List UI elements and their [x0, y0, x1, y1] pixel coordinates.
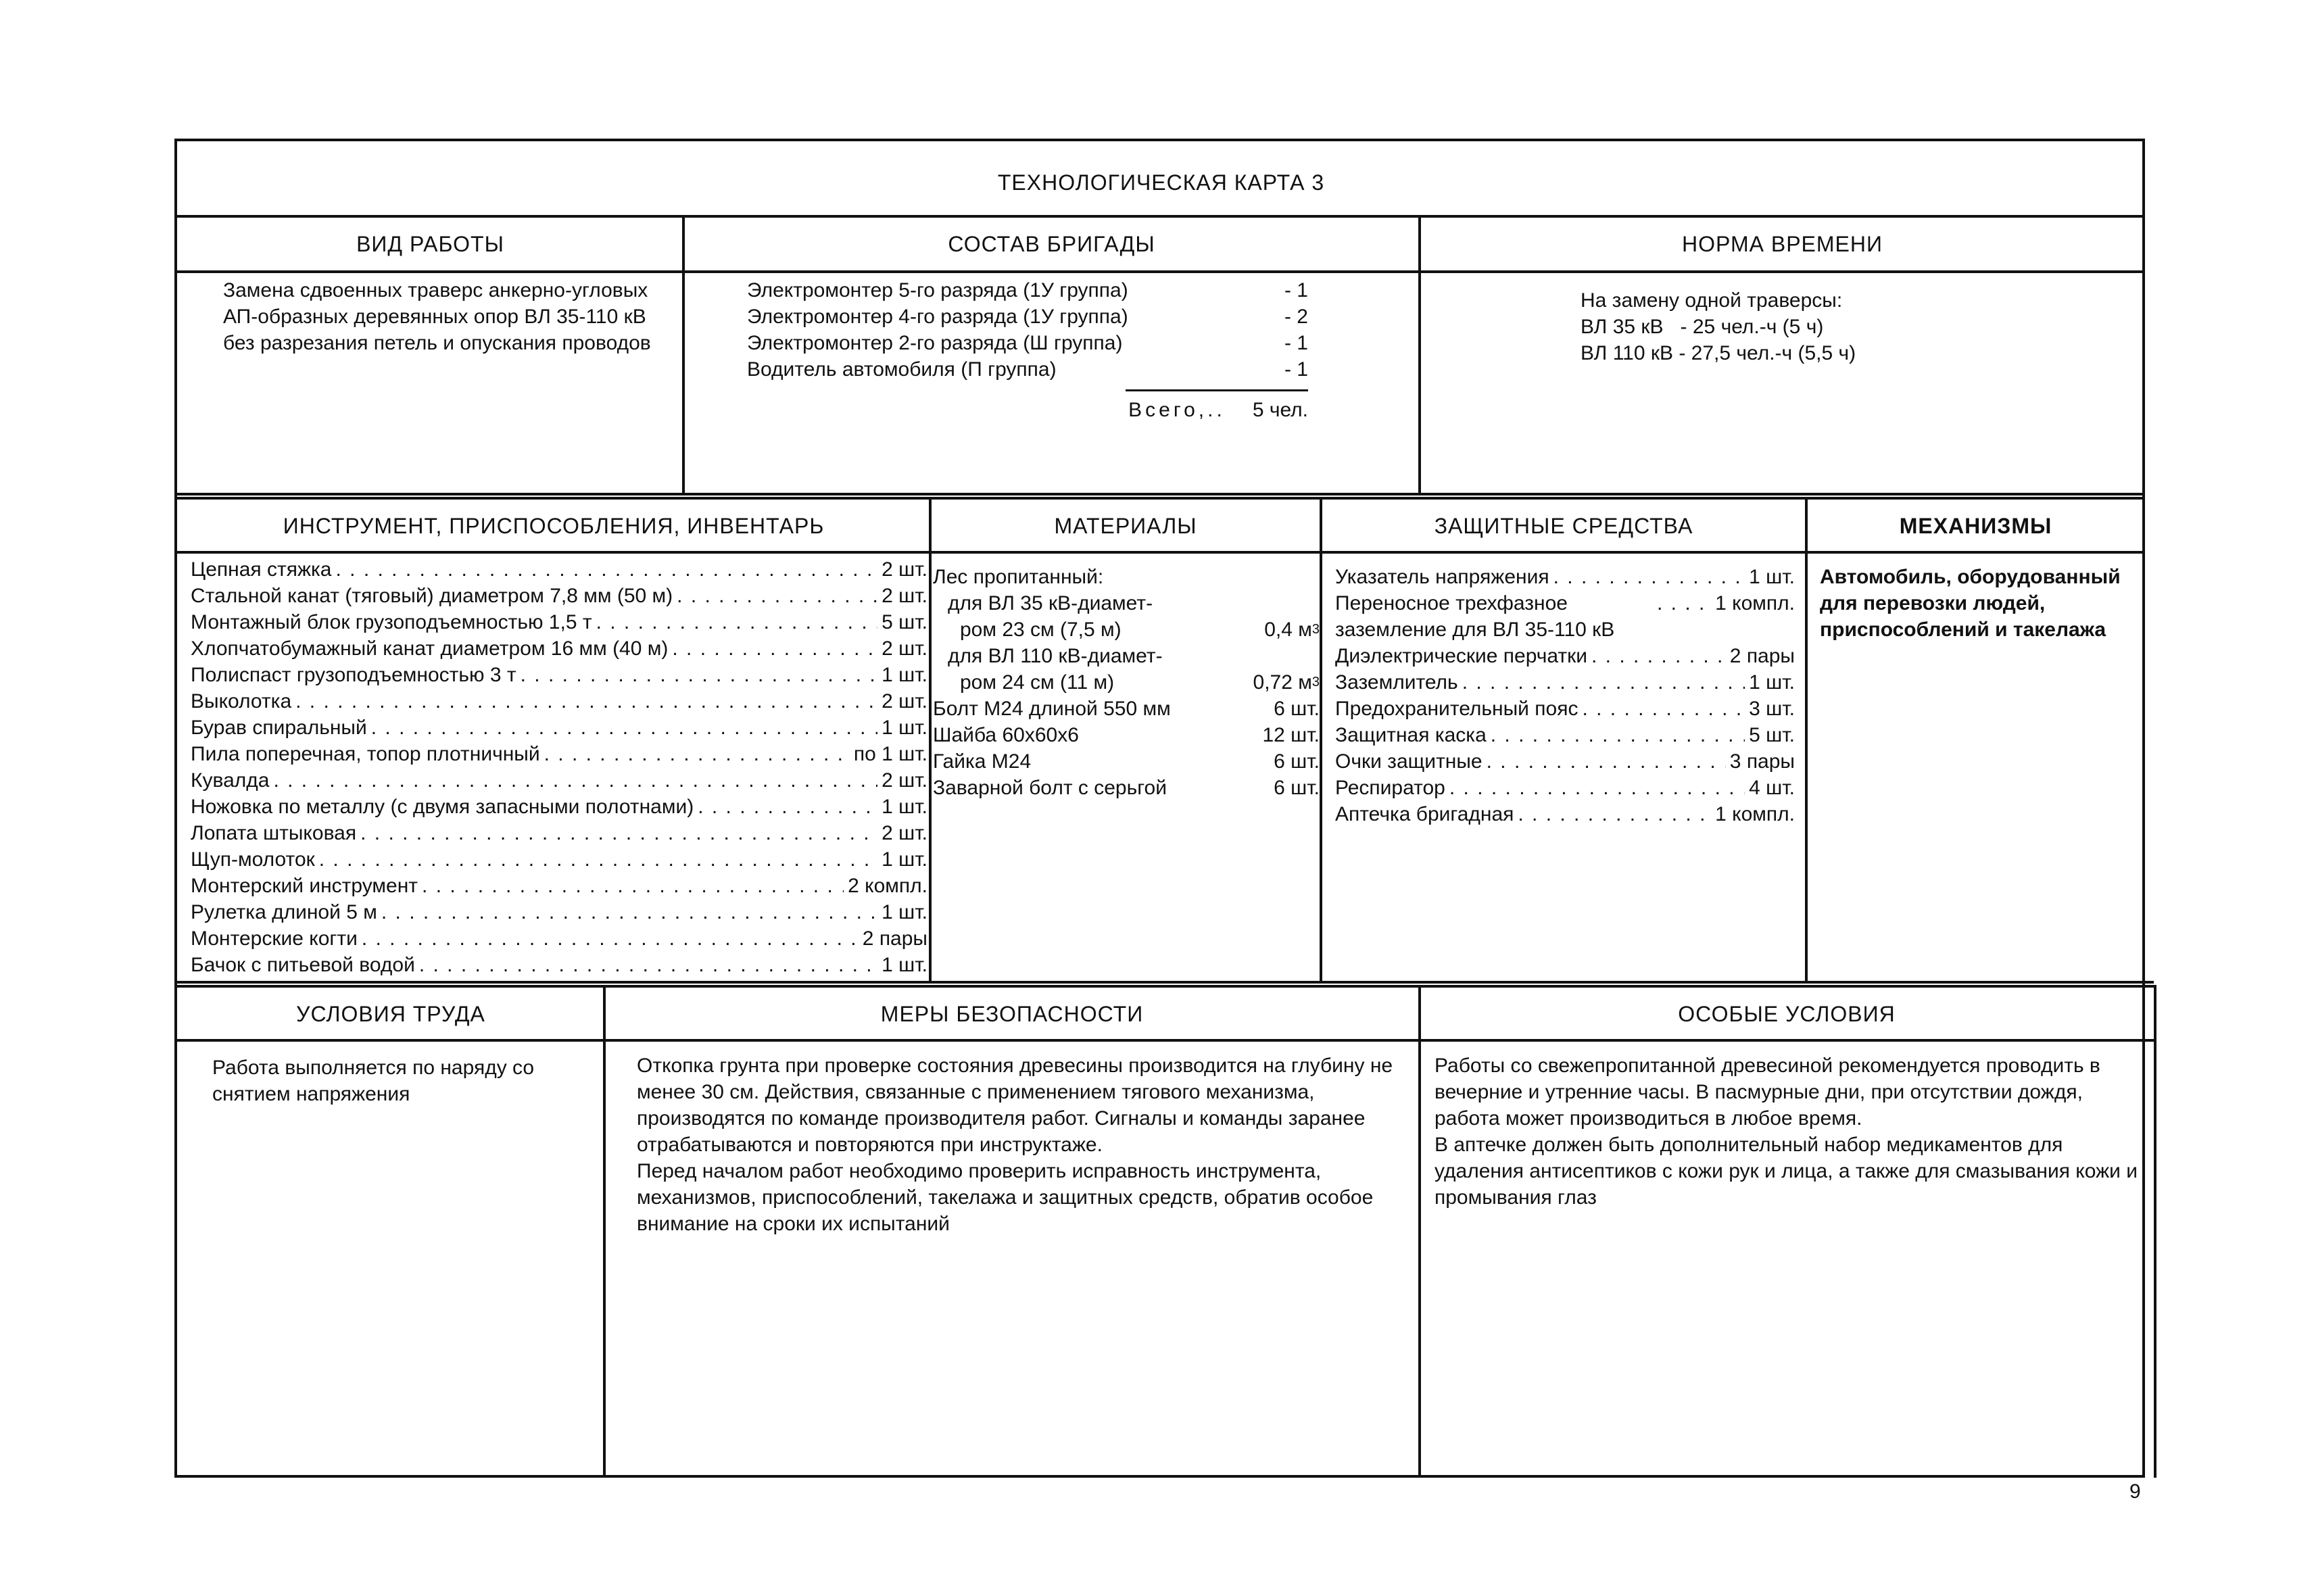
special-header: ОСОБЫЕ УСЛОВИЯ [1678, 1001, 1896, 1026]
brigade-member: Электромонтер 4-го разряда (1У группа) - … [747, 306, 1308, 328]
brigade-total: Всего,.. 5 чел. [1128, 399, 1308, 421]
work-conditions-text: Работа выполняется по наряду со снятием … [212, 1057, 535, 1105]
list-item: Ножовка по металлу (с двумя запасными по… [191, 794, 927, 820]
safety-paragraph: Откопка грунта при проверке состояния др… [637, 1055, 1393, 1156]
time-norm-header: НОРМА ВРЕМЕНИ [1681, 231, 1883, 256]
list-item: Монтерские когти2 пары [191, 925, 927, 952]
brigade-member: Электромонтер 5-го разряда (1У группа) - … [747, 279, 1308, 301]
card-title: ТЕХНОЛОГИЧЕСКАЯ КАРТА 3 [997, 170, 1325, 195]
time-norm: На замену одной траверсы: ВЛ 35 кВ - 25 … [1581, 287, 2121, 366]
wood-heading: Лес пропитанный: [933, 566, 1104, 588]
brigade-member: Водитель автомобиля (П группа) - 1 [747, 358, 1308, 381]
list-item: Пила поперечная, топор плотничныйпо 1 шт… [191, 741, 927, 767]
brigade-member: Электромонтер 2-го разряда (Ш группа) - 1 [747, 332, 1308, 354]
mechanisms-text: Автомобиль, оборудованный для перевозки … [1820, 566, 2121, 641]
list-item: Аптечка бригадная1 компл. [1335, 801, 1795, 827]
work-type-text: Замена сдвоенных траверс анкерно-угловых… [223, 279, 651, 354]
list-item: Кувалда2 шт. [191, 767, 927, 794]
list-item: Шайба 60х60х6 12 шт. [933, 724, 1320, 746]
safety-text: Откопка грунта при проверке состояния др… [637, 1053, 1394, 1237]
wood-item-35: для ВЛ 35 кВ-диамет- [948, 592, 1153, 614]
list-item: Полиспаст грузоподъемностью 3 т1 шт. [191, 662, 927, 688]
brigade-list: Электромонтер 5-го разряда (1У группа) - … [747, 277, 1308, 423]
list-item: Стальной канат (тяговый) диаметром 7,8 м… [191, 583, 927, 609]
list-item: Рулетка длиной 5 м1 шт. [191, 899, 927, 925]
special-paragraph: Работы со свежепропитанной древесиной ре… [1435, 1055, 2100, 1130]
page-number: 9 [2129, 1480, 2141, 1503]
materials-header: МАТЕРИАЛЫ [1054, 513, 1197, 538]
list-item: Переносное трехфазное заземление для ВЛ … [1335, 590, 1795, 643]
list-item: Болт М24 длиной 550 мм 6 шт. [933, 698, 1320, 720]
special-paragraph: В аптечке должен быть дополнительный наб… [1435, 1134, 2138, 1209]
list-item: Монтажный блок грузоподъемностью 1,5 т5 … [191, 609, 927, 635]
list-item: Цепная стяжка2 шт. [191, 556, 927, 583]
protection-list: Указатель напряжения1 шт.Переносное трех… [1335, 564, 1795, 827]
wood-item-110: для ВЛ 110 кВ-диамет- [948, 645, 1163, 667]
time-norm-line: ВЛ 35 кВ - 25 чел.-ч (5 ч) [1581, 316, 1824, 338]
work-type-header: ВИД РАБОТЫ [356, 231, 504, 256]
list-item: Защитная каска5 шт. [1335, 722, 1795, 748]
list-item: Бачок с питьевой водой1 шт. [191, 952, 927, 978]
list-item: Щуп-молоток1 шт. [191, 846, 927, 873]
list-item: Указатель напряжения1 шт. [1335, 564, 1795, 590]
tools-list: Цепная стяжка2 шт.Стальной канат (тяговы… [191, 556, 927, 978]
time-norm-line: ВЛ 110 кВ - 27,5 чел.-ч (5,5 ч) [1581, 342, 1856, 364]
tools-header: ИНСТРУМЕНТ, ПРИСПОСОБЛЕНИЯ, ИНВЕНТАРЬ [283, 513, 825, 538]
safety-header: МЕРЫ БЕЗОПАСНОСТИ [880, 1001, 1144, 1026]
list-item: Диэлектрические перчатки2 пары [1335, 643, 1795, 669]
brigade-header: СОСТАВ БРИГАДЫ [948, 231, 1155, 256]
list-item: Предохранительный пояс3 шт. [1335, 696, 1795, 722]
list-item: Хлопчатобумажный канат диаметром 16 мм (… [191, 635, 927, 662]
time-norm-line: На замену одной траверсы: [1581, 289, 1843, 312]
card-frame [174, 139, 2145, 1478]
list-item: Заварной болт с серьгой 6 шт. [933, 777, 1320, 799]
list-item: Респиратор4 шт. [1335, 775, 1795, 801]
list-item: Выколотка2 шт. [191, 688, 927, 715]
list-item: Очки защитные3 пары [1335, 748, 1795, 775]
work-conditions-header: УСЛОВИЯ ТРУДА [296, 1001, 485, 1026]
special-text: Работы со свежепропитанной древесиной ре… [1435, 1053, 2144, 1211]
materials-list: Лес пропитанный: для ВЛ 35 кВ-диамет- ро… [933, 564, 1320, 801]
list-item: Гайка М24 6 шт. [933, 750, 1320, 773]
list-item: Монтерский инструмент2 компл. [191, 873, 927, 899]
safety-paragraph: Перед началом работ необходимо проверить… [637, 1160, 1374, 1235]
list-item: Заземлитель1 шт. [1335, 669, 1795, 696]
list-item: Бурав спиральный1 шт. [191, 715, 927, 741]
list-item: Лопата штыковая2 шт. [191, 820, 927, 846]
protection-header: ЗАЩИТНЫЕ СРЕДСТВА [1434, 513, 1693, 538]
mechanisms-header: МЕХАНИЗМЫ [1899, 513, 2052, 538]
